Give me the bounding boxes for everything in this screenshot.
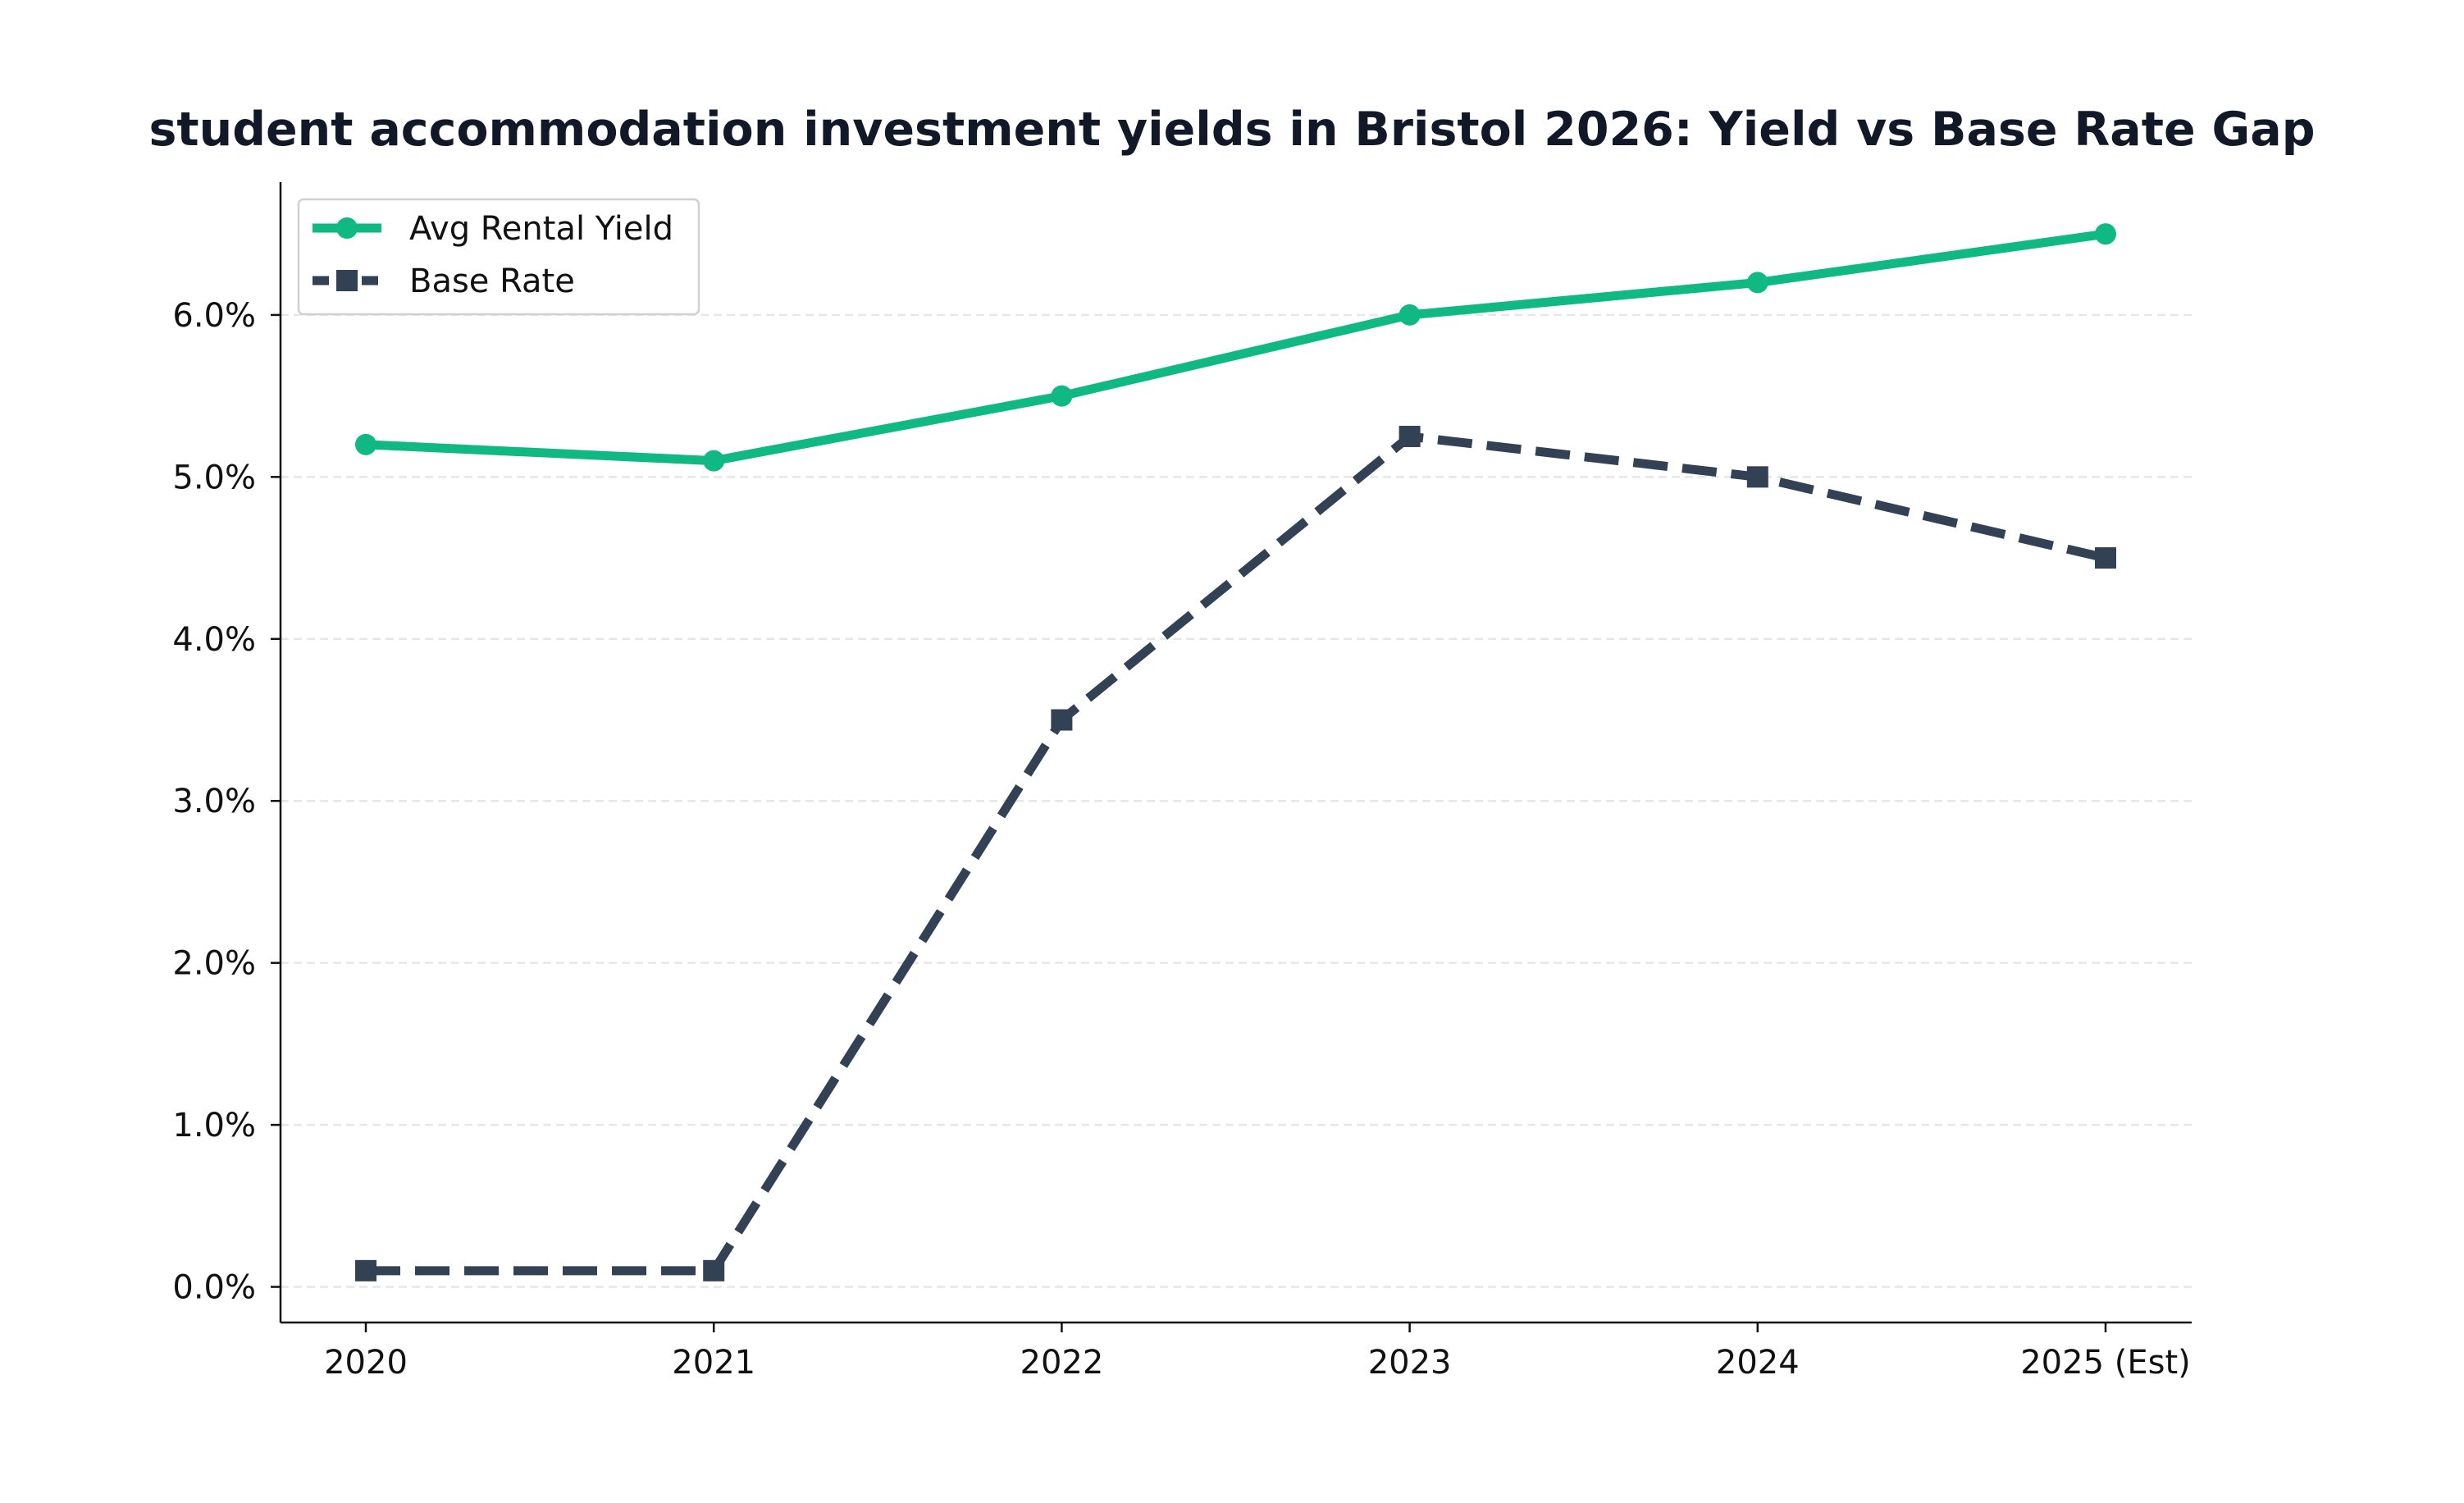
series-line: [366, 432, 2107, 1276]
data-point: [2095, 547, 2116, 569]
x-tick-label: 2025 (Est): [2020, 1344, 2191, 1382]
legend-box: [297, 198, 700, 316]
legend-swatch-marker: [336, 217, 358, 239]
gridlines: [281, 313, 2192, 1288]
series-0: [355, 223, 2116, 472]
y-tick-label: 3.0%: [172, 783, 256, 820]
y-tick-label: 2.0%: [172, 945, 256, 983]
legend-item: Base Rate: [313, 263, 575, 300]
legend-swatch-marker: [336, 270, 358, 291]
series-1: [355, 425, 2116, 1281]
data-point: [1051, 709, 1073, 731]
y-tick-label: 1.0%: [172, 1107, 256, 1144]
data-point: [703, 1259, 725, 1281]
y-tick-label: 4.0%: [172, 621, 256, 659]
data-point: [1399, 304, 1421, 326]
legend-label: Base Rate: [409, 263, 575, 300]
y-tick-label: 5.0%: [172, 459, 256, 496]
x-tick-label: 2023: [1368, 1344, 1452, 1382]
data-point: [1746, 272, 1768, 294]
series-line: [361, 229, 2110, 466]
x-axis-ticks: 2020 2021 2022 2023 2024 2025 (Est): [324, 1323, 2191, 1382]
x-tick-label: 2021: [672, 1344, 755, 1382]
data-point: [355, 433, 376, 455]
data-point: [1746, 466, 1768, 488]
chart-title: student accommodation investment yields …: [148, 103, 2315, 157]
data-point: [703, 450, 725, 472]
y-tick-label: 0.0%: [172, 1269, 256, 1307]
x-tick-label: 2022: [1020, 1344, 1104, 1382]
y-axis-ticks: 0.0% 1.0% 2.0% 3.0% 4.0% 5.0% 6.0%: [172, 297, 281, 1307]
legend: Avg Rental Yield Base Rate: [297, 198, 700, 316]
y-tick-label: 6.0%: [172, 297, 256, 335]
legend-label: Avg Rental Yield: [409, 210, 673, 248]
legend-item: Avg Rental Yield: [313, 210, 673, 248]
series: [355, 223, 2116, 1281]
x-tick-label: 2024: [1716, 1344, 1800, 1382]
x-tick-label: 2020: [324, 1344, 408, 1382]
data-point: [355, 1259, 376, 1281]
data-point: [1051, 385, 1073, 407]
data-point: [2095, 223, 2116, 245]
axes: [279, 182, 2192, 1324]
data-point: [1399, 425, 1421, 447]
